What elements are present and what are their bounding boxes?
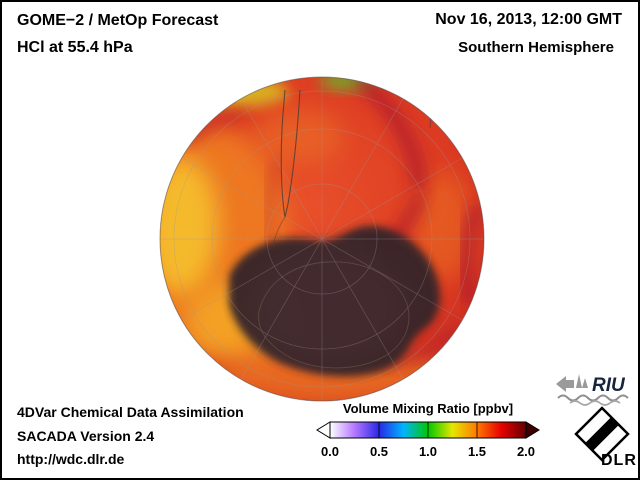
colorbar-title: Volume Mixing Ratio [ppbv]	[342, 401, 514, 416]
colorbar-tick-2: 1.0	[418, 444, 438, 459]
region-label: Southern Hemisphere	[458, 39, 614, 56]
dlr-logo-icon	[574, 406, 630, 462]
riu-emblem-icon	[556, 374, 588, 392]
assimilation-label: 4DVar Chemical Data Assimilation	[17, 404, 244, 420]
species-level-label: HCl at 55.4 hPa	[17, 39, 133, 56]
riu-logo-text: RIU	[592, 375, 626, 396]
vortex-low-value-region	[229, 225, 441, 377]
riu-logo: RIU	[554, 370, 638, 406]
colorbar-tick-marks	[378, 422, 478, 438]
colorbar-tick-3: 1.5	[467, 444, 487, 459]
datetime-label: Nov 16, 2013, 12:00 GMT	[435, 11, 622, 28]
colorbar-tick-0: 0.0	[320, 444, 340, 459]
colorbar-left-arrow	[316, 421, 331, 439]
colorbar-right-arrow	[525, 421, 540, 439]
website-url: http://wdc.dlr.de	[17, 451, 125, 467]
hemisphere-map	[159, 76, 485, 402]
colorbar-tick-1: 0.5	[369, 444, 389, 459]
product-title: GOME−2 / MetOp Forecast	[17, 12, 219, 29]
hemisphere-map-container	[159, 76, 485, 402]
colorbar-tick-4: 2.0	[516, 444, 536, 459]
graticule-gridlines	[160, 77, 484, 401]
version-label: SACADA Version 2.4	[17, 428, 155, 444]
globe-rim	[159, 76, 485, 402]
header-right: Nov 16, 2013, 12:00 GMT Southern Hemisph…	[435, 11, 622, 56]
riu-wave-icon	[557, 394, 629, 406]
colorbar	[316, 420, 540, 442]
dlr-logo-text: DLR	[601, 452, 637, 469]
